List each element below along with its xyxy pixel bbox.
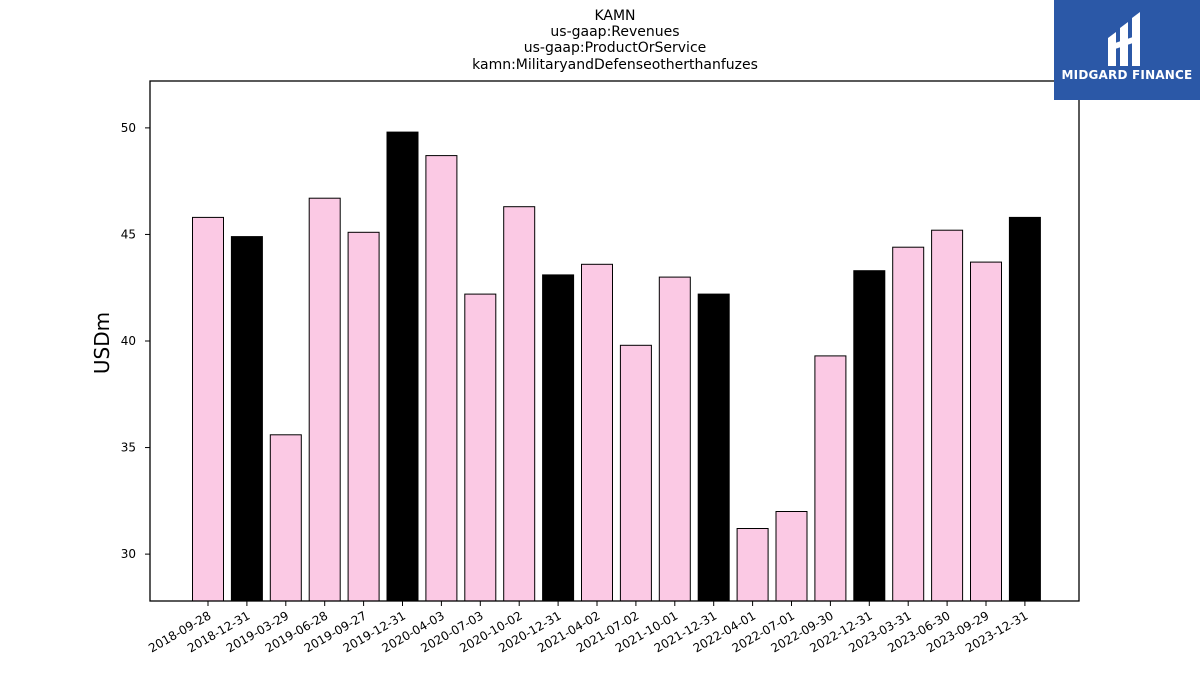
y-axis-ticks: 30 35 40 45 50 [121, 121, 150, 561]
y-tick-label: 40 [121, 334, 136, 348]
bar-series [192, 131, 1041, 602]
bar-2021-07-02 [619, 344, 652, 602]
bar-2020-10-02 [503, 206, 536, 602]
plot-frame [149, 80, 1080, 602]
bar-2019-03-29 [269, 434, 302, 602]
bar-2023-06-30 [931, 229, 964, 602]
logo-text: MIDGARD FINANCE [1061, 68, 1193, 82]
bar-2021-12-31 [697, 293, 730, 602]
bar-2019-09-27 [347, 231, 380, 602]
bar-2023-03-31 [892, 246, 925, 602]
bar-2020-12-31 [542, 274, 575, 602]
title-line-1: KAMN [594, 8, 635, 24]
bar-2018-12-31 [230, 236, 263, 602]
title-line-2: us-gaap:Revenues [550, 24, 679, 40]
bar-2022-09-30 [814, 355, 847, 602]
bar-2023-12-31 [1008, 216, 1041, 602]
y-axis-label: USDm [90, 312, 114, 374]
title-line-4: kamn:MilitaryandDefenseotherthanfuzes [472, 57, 758, 73]
y-tick-label: 35 [121, 441, 136, 455]
bar-2019-06-28 [308, 197, 341, 602]
bar-2021-10-01 [658, 276, 691, 602]
bar-2020-04-03 [425, 155, 458, 602]
bar-2021-04-02 [581, 263, 613, 602]
bar-2018-09-28 [192, 216, 224, 602]
title-line-3: us-gaap:ProductOrService [524, 40, 707, 56]
logo-badge: MIDGARD FINANCE [1054, 0, 1200, 100]
bar-2020-07-03 [464, 293, 497, 602]
bar-2022-04-01 [736, 528, 769, 602]
y-tick-label: 45 [121, 227, 136, 241]
bar-2022-07-01 [775, 511, 808, 602]
bar-2019-12-31 [386, 131, 419, 602]
y-tick-label: 30 [121, 547, 136, 561]
midgard-logo-icon [1108, 12, 1140, 66]
chart-title: KAMN us-gaap:Revenues us-gaap:ProductOrS… [472, 8, 758, 73]
bar-2022-12-31 [853, 270, 886, 602]
x-axis-ticks: 2018-09-282018-12-312019-03-292019-06-28… [146, 601, 1030, 655]
bar-2023-09-29 [970, 261, 1002, 602]
y-tick-label: 50 [121, 121, 136, 135]
